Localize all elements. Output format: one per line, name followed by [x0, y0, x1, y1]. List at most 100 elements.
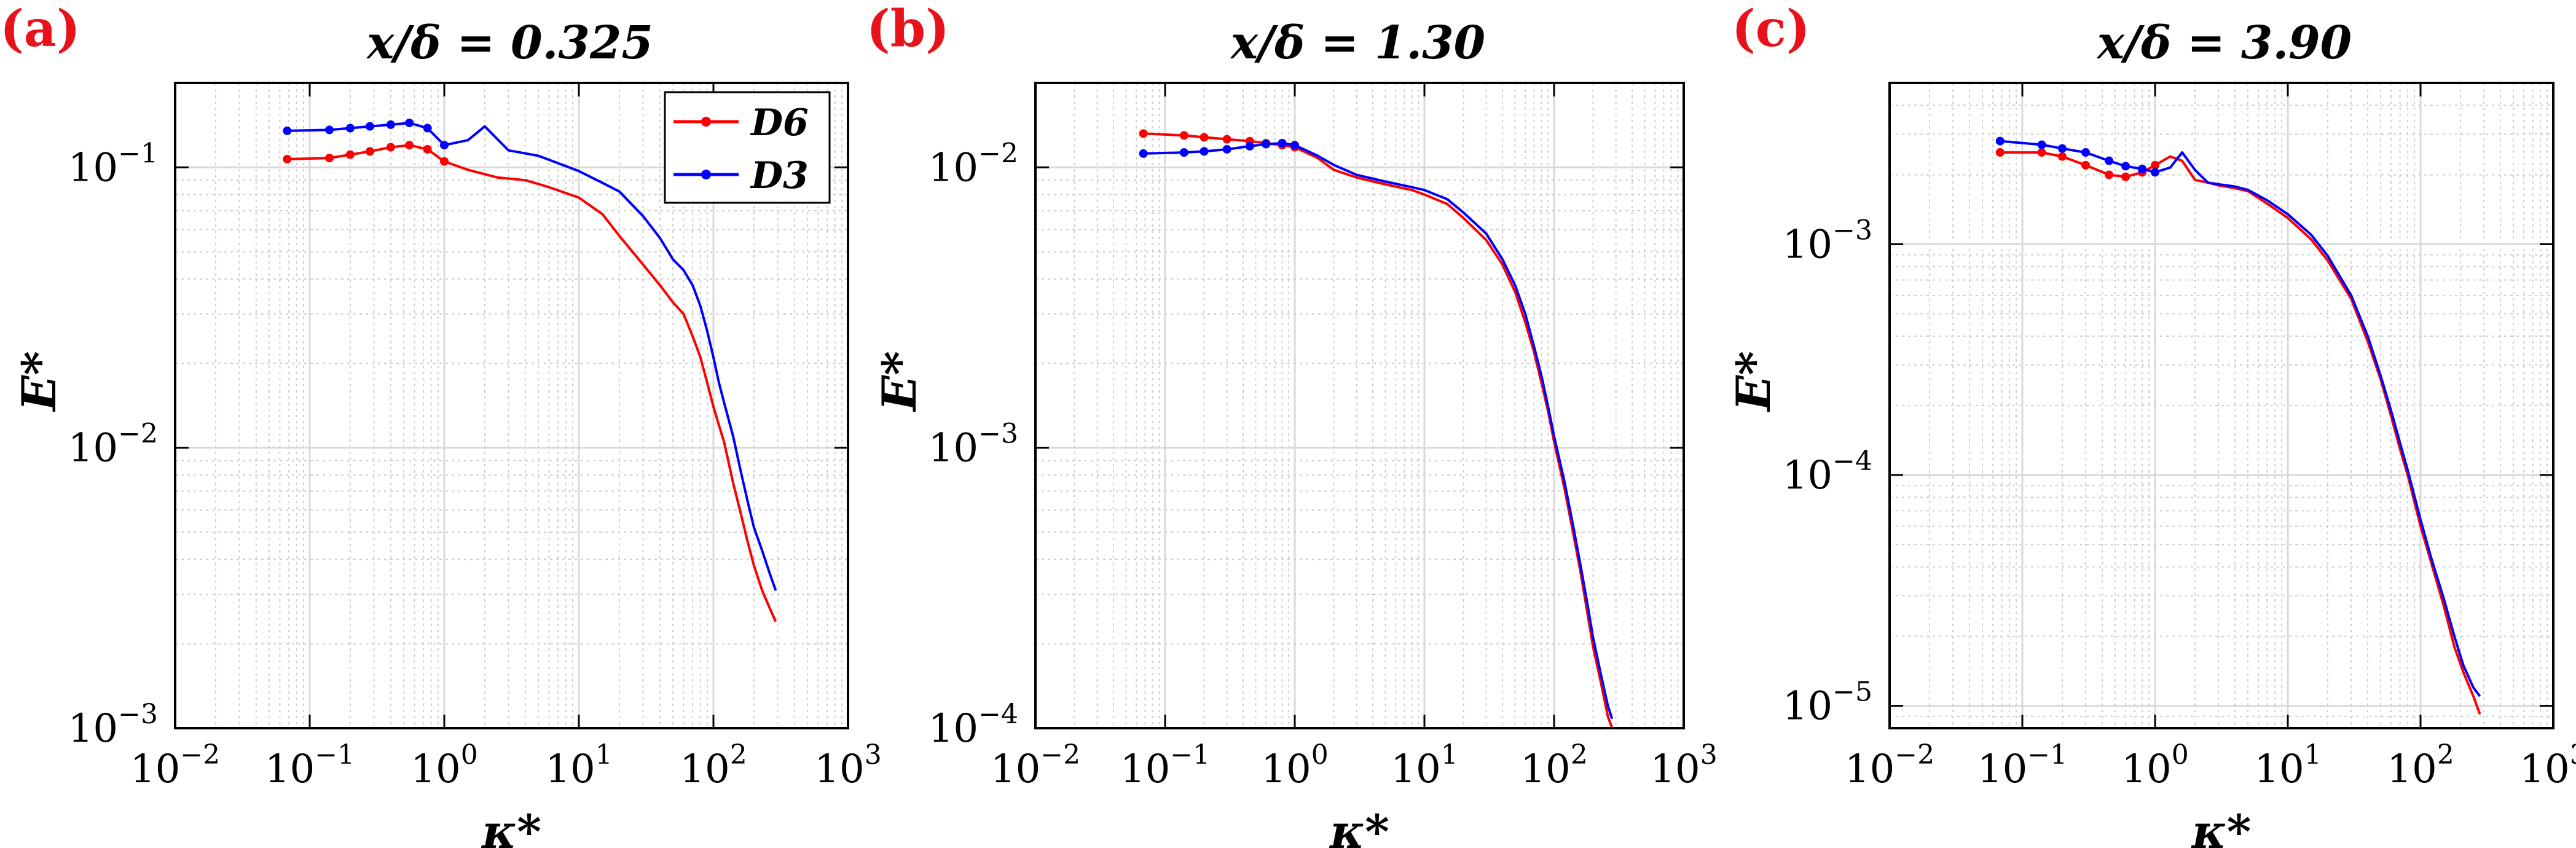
data-point — [325, 154, 334, 163]
x-tick-label: 101 — [545, 739, 612, 792]
data-point — [345, 150, 355, 159]
data-point — [2151, 168, 2159, 177]
x-tick-label: 100 — [410, 739, 477, 792]
series-D6 — [283, 141, 777, 622]
legend-entry-D6: D6 — [750, 101, 809, 144]
data-point — [2058, 152, 2067, 161]
y-axis-label: E* — [872, 351, 927, 412]
ticks — [174, 83, 849, 729]
data-point — [2138, 164, 2147, 173]
chart-panel-3: 10−2 10−1 100 101 102 103 10−5 10−4 10−3 (c) x/δ =… — [1726, 0, 2576, 848]
x-tick-label: 10−2 — [1845, 739, 1934, 792]
y-tick-label: 10−3 — [929, 418, 1018, 471]
y-tick-label: 10−2 — [929, 138, 1018, 190]
data-point — [1179, 131, 1188, 140]
data-point — [1995, 136, 2005, 146]
data-point — [1278, 138, 1287, 147]
y-tick-label: 10−1 — [68, 138, 158, 190]
x-tick-label: 102 — [2387, 739, 2454, 792]
legend-box — [664, 91, 831, 204]
x-tick-label: 10−1 — [1120, 739, 1210, 792]
x-tick-label: 103 — [814, 739, 881, 792]
data-point — [1139, 149, 1148, 158]
x-tick-label: 100 — [2121, 739, 2188, 792]
x-tick-label: 10−1 — [265, 739, 355, 792]
plot-area — [1035, 83, 1684, 728]
data-point — [2121, 162, 2130, 171]
panel-label: (c) — [1732, 0, 1810, 58]
data-point — [423, 144, 432, 154]
data-point — [386, 143, 395, 152]
chart-title: x/δ = 0.325 — [366, 17, 653, 69]
legend-marker-D6 — [701, 117, 711, 127]
data-point — [1200, 147, 1209, 156]
x-tick-label: 100 — [1261, 739, 1328, 792]
data-point — [2081, 160, 2091, 170]
panel-label: (b) — [866, 0, 949, 58]
data-point — [2058, 144, 2067, 153]
data-point — [2151, 160, 2159, 170]
x-tick-label: 10−2 — [130, 739, 220, 792]
y-tick-label: 10−4 — [929, 699, 1018, 752]
series-D3 — [1139, 138, 1614, 720]
data-point — [440, 157, 449, 166]
y-tick-label: 10−4 — [1783, 446, 1872, 498]
ticks — [1888, 83, 2554, 728]
data-point — [365, 147, 374, 156]
data-point — [1245, 141, 1254, 151]
x-tick-label: 102 — [680, 739, 747, 792]
data-point — [1179, 148, 1188, 157]
data-point — [405, 119, 414, 128]
data-point — [386, 120, 395, 129]
y-tick-label: 10−2 — [68, 418, 158, 471]
series-D3 — [1995, 136, 2481, 697]
x-tick-label: 102 — [1520, 739, 1587, 792]
x-tick-label: 10−1 — [1977, 739, 2067, 792]
x-tick-label: 103 — [1650, 739, 1717, 792]
x-axis-label: κ* — [2191, 804, 2252, 848]
y-tick-label: 10−3 — [68, 699, 158, 752]
x-axis-label: κ* — [1329, 804, 1389, 848]
x-tick-label: 101 — [1391, 739, 1458, 792]
x-tick-label: 10−2 — [991, 739, 1080, 792]
axes-box — [1888, 82, 2554, 729]
x-axis-label: κ* — [481, 804, 541, 848]
data-point — [345, 124, 355, 133]
data-point — [1262, 139, 1271, 149]
y-axis-label: E* — [1726, 351, 1781, 412]
data-point — [405, 141, 414, 150]
y-tick-label: 10−3 — [1783, 215, 1872, 268]
series-D3 — [283, 119, 777, 591]
data-point — [283, 154, 292, 163]
y-tick-label: 10−5 — [1783, 677, 1872, 729]
data-point — [1200, 133, 1209, 142]
data-point — [2105, 170, 2114, 179]
data-point — [2037, 148, 2046, 157]
data-point — [2081, 148, 2091, 157]
x-tick-label: 103 — [2519, 739, 2576, 792]
data-point — [2037, 140, 2046, 149]
data-point — [325, 125, 334, 135]
data-point — [1139, 129, 1148, 138]
data-point — [365, 122, 374, 131]
data-point — [2105, 156, 2114, 165]
data-point — [1995, 148, 2005, 157]
chart-title: x/δ = 1.30 — [1230, 17, 1485, 69]
axes-box — [174, 82, 849, 729]
legend-entry-D3: D3 — [750, 154, 809, 197]
data-point — [423, 124, 432, 133]
data-point — [1290, 141, 1299, 150]
data-point — [440, 141, 449, 150]
chart-title: x/δ = 3.90 — [2096, 17, 2352, 69]
data-point — [1222, 135, 1231, 144]
y-axis-label: E* — [12, 351, 66, 412]
legend-marker-D3 — [701, 170, 711, 179]
panel-label: (a) — [0, 0, 80, 58]
data-point — [1222, 144, 1231, 154]
data-point — [283, 126, 292, 135]
axes-box — [1034, 82, 1685, 729]
ticks — [1034, 83, 1685, 729]
